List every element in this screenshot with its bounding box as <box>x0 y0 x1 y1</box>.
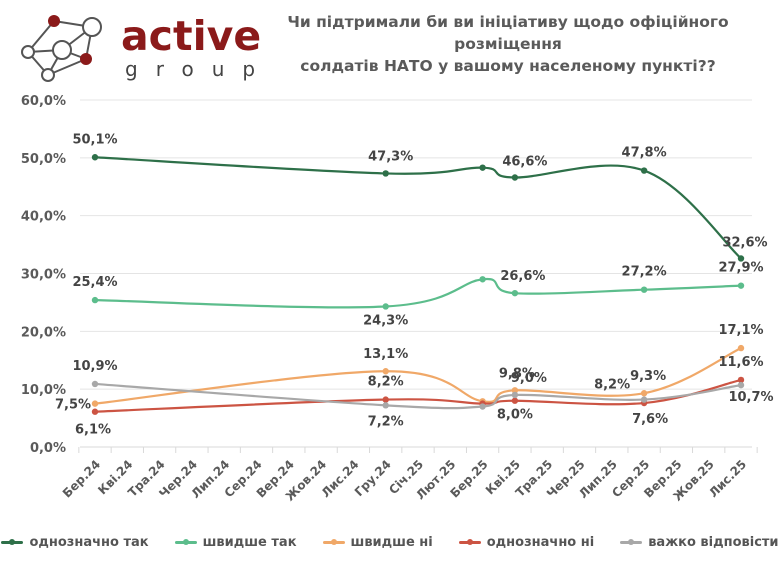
data-point <box>511 174 519 181</box>
chart-title-line2: солдатів НАТО у вашому населеному пункті… <box>300 57 716 75</box>
data-point <box>91 408 99 415</box>
x-tick-label: Бер.24 <box>60 457 103 500</box>
y-tick-label: 50,0% <box>21 152 66 167</box>
data-label: 47,3% <box>368 149 413 164</box>
legend-item: важко відповісти <box>620 534 779 550</box>
legend-label: однозначно так <box>29 534 149 550</box>
series-line <box>93 156 743 260</box>
data-label: 27,9% <box>718 261 763 276</box>
logo-wordmark: active <box>121 12 262 60</box>
legend-item: швидше так <box>174 534 297 550</box>
data-label: 9,3% <box>630 369 666 384</box>
legend-swatch <box>620 538 643 545</box>
y-axis: 0,0% 10,0% 20,0% 30,0% 40,0% 50,0% 60,0% <box>21 94 66 456</box>
data-labels: 50,1% 47,3% 46,6% 47,8% 32,6% 25,4% 24,3% 26,6%… <box>55 132 774 437</box>
logo-subtitle: group <box>125 57 274 81</box>
data-label: 50,1% <box>72 132 117 147</box>
data-label: 46,6% <box>502 154 547 169</box>
legend-swatch <box>322 538 345 545</box>
legend-swatch <box>174 538 197 545</box>
data-label: 27,2% <box>622 265 667 280</box>
data-point <box>737 255 745 262</box>
legend-swatch <box>458 538 481 545</box>
data-label: 11,6% <box>718 355 763 370</box>
data-point <box>737 282 745 289</box>
data-label: 9,8% <box>499 366 535 381</box>
x-axis: Бер.24Кві.24Тра.24Чер.24Лип.24Сер.24Вер.… <box>60 446 758 504</box>
line-chart: 0,0% 10,0% 20,0% 30,0% 40,0% 50,0% 60,0% Бер.2… <box>21 94 774 504</box>
data-point <box>737 381 745 389</box>
data-label: 6,1% <box>75 423 111 438</box>
data-label: 47,8% <box>622 146 667 161</box>
y-tick-label: 60,0% <box>21 94 66 109</box>
data-label: 10,7% <box>728 390 773 405</box>
chart-title: Чи підтримали би ви ініціативу щодо офіц… <box>248 11 768 77</box>
data-point <box>640 167 648 174</box>
data-label: 7,2% <box>368 414 404 429</box>
data-label: 24,3% <box>363 313 408 328</box>
series-group <box>91 154 745 415</box>
data-point <box>382 396 389 403</box>
data-point <box>382 368 389 375</box>
legend-label: однозначно ні <box>486 534 595 550</box>
data-label: 13,1% <box>363 347 408 362</box>
legend-label: швидше ні <box>350 534 433 550</box>
data-point <box>91 380 99 388</box>
data-point <box>511 289 519 297</box>
legend-item: однозначно ні <box>458 534 595 550</box>
data-point <box>511 387 519 394</box>
data-label: 17,1% <box>718 323 763 338</box>
y-tick-label: 40,0% <box>21 210 66 225</box>
data-point <box>479 403 486 410</box>
data-point <box>91 154 99 161</box>
data-label: 7,5% <box>55 398 91 413</box>
data-label: 7,6% <box>632 412 668 427</box>
grid <box>80 99 752 390</box>
legend: однозначно так швидше так швидше ні однозна… <box>0 530 780 554</box>
legend-swatch <box>1 538 24 545</box>
data-point <box>737 344 745 352</box>
y-tick-label: 0,0% <box>30 441 66 456</box>
y-tick-label: 10,0% <box>21 383 66 398</box>
network-logo-icon <box>21 15 102 82</box>
legend-item: однозначно так <box>1 534 149 550</box>
chart-title-line1: Чи підтримали би ви ініціативу щодо офіц… <box>287 13 729 53</box>
data-label: 26,6% <box>500 269 545 284</box>
data-label: 8,2% <box>594 378 630 393</box>
x-tick-label: Гру.24 <box>352 457 394 499</box>
data-point <box>382 170 389 177</box>
data-point <box>91 296 99 304</box>
data-label: 8,2% <box>368 375 404 390</box>
data-label: 25,4% <box>72 275 117 290</box>
data-point <box>479 164 486 171</box>
data-point <box>640 390 648 397</box>
data-point <box>511 391 519 399</box>
logo: active group <box>14 8 261 86</box>
data-label: 9,0% <box>511 371 547 386</box>
data-point <box>737 376 745 384</box>
legend-label: швидше так <box>202 534 297 550</box>
data-point <box>382 303 389 310</box>
data-point <box>479 276 486 283</box>
data-label: 8,0% <box>497 408 533 423</box>
series-line <box>93 277 743 309</box>
data-point <box>640 286 648 293</box>
data-label: 10,9% <box>72 359 117 374</box>
legend-label: важко відповісти <box>648 534 779 550</box>
data-point <box>511 397 519 404</box>
data-point <box>382 402 389 409</box>
data-point <box>91 400 99 407</box>
y-tick-label: 20,0% <box>21 325 66 340</box>
y-tick-label: 30,0% <box>21 268 66 283</box>
legend-item: швидше ні <box>322 534 433 550</box>
data-label: 32,6% <box>722 235 767 250</box>
data-point <box>640 396 648 403</box>
